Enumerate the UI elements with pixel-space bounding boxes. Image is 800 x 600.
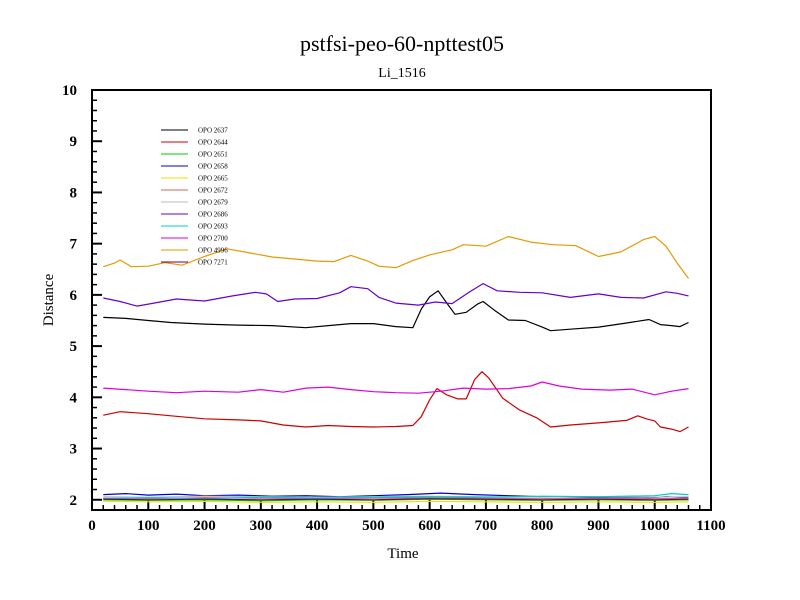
y-tick-label: 3: [70, 442, 78, 458]
x-tick-label: 300: [250, 518, 273, 534]
y-tick-label: 9: [70, 134, 78, 150]
y-tick-label: 6: [70, 288, 78, 304]
legend-label: OPO 2651: [198, 151, 228, 159]
x-tick-label: 0: [88, 518, 96, 534]
y-axis-label: Distance: [41, 273, 57, 326]
y-tick-label: 10: [62, 83, 77, 99]
legend-label: OPO 2672: [198, 187, 228, 195]
legend-label: OPO 2658: [198, 163, 228, 171]
axis-ticks: 0 100 200 300 400 500 600 700 800 900 1000 1100 2 3 4 5…: [62, 83, 726, 534]
x-tick-label: 1100: [696, 518, 725, 534]
y-tick-label: 8: [70, 185, 78, 201]
x-axis-label: Time: [387, 546, 418, 562]
series-lines: [103, 235, 689, 503]
series-line: [103, 235, 689, 279]
chart-title: pstfsi-peo-60-npttest05: [300, 31, 504, 56]
x-tick-label: 700: [475, 518, 498, 534]
legend-label: OPO 4996: [198, 247, 228, 255]
legend-label: OPO 2644: [198, 139, 228, 147]
series-line: [103, 497, 689, 500]
series-line: [103, 492, 689, 499]
x-tick-label: 800: [531, 518, 554, 534]
legend: OPO 2637 OPO 2644 OPO 2651 OPO 2658 OPO 2665…: [161, 127, 228, 267]
series-line: [103, 290, 689, 332]
series-line: [103, 371, 689, 433]
series-line: [103, 283, 689, 307]
legend-label: OPO 7271: [198, 259, 228, 267]
x-tick-label: 1000: [640, 518, 670, 534]
legend-label: OPO 2665: [198, 175, 228, 183]
x-tick-label: 600: [418, 518, 441, 534]
series-line: [103, 500, 689, 503]
legend-label: OPO 2679: [198, 199, 228, 207]
x-tick-label: 100: [137, 518, 160, 534]
legend-label: OPO 2700: [198, 235, 228, 243]
y-tick-label: 4: [70, 390, 78, 406]
x-tick-label: 400: [306, 518, 329, 534]
series-line: [103, 381, 689, 396]
x-tick-label: 200: [193, 518, 216, 534]
y-tick-label: 7: [70, 237, 78, 253]
series-line: [103, 498, 689, 501]
y-tick-label: 5: [70, 339, 78, 355]
chart-subtitle: Li_1516: [378, 66, 425, 81]
x-tick-label: 500: [362, 518, 385, 534]
y-tick-label: 2: [70, 493, 78, 509]
plot-frame: [91, 89, 712, 511]
legend-label: OPO 2686: [198, 211, 228, 219]
x-tick-label: 900: [587, 518, 610, 534]
legend-label: OPO 2637: [198, 127, 228, 135]
legend-label: OPO 2693: [198, 223, 228, 231]
